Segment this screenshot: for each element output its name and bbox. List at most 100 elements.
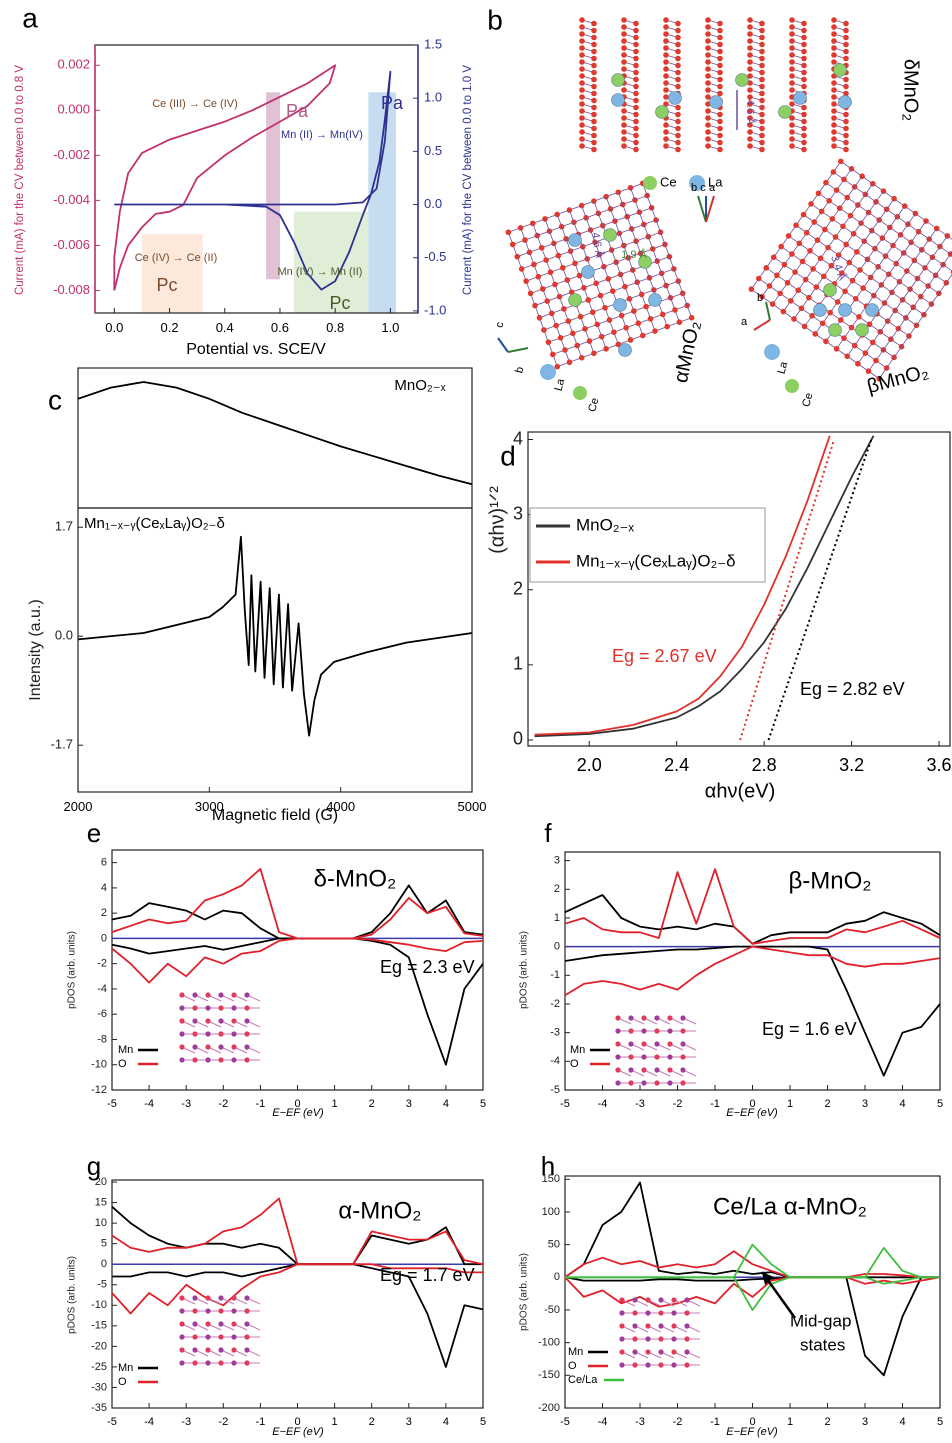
annotation: Mn (II) → Mn(IV) [281,129,363,141]
struct-atom [801,132,807,139]
y-tick-label: -150 [538,1369,560,1381]
struct-atom [851,342,858,349]
struct-atom [717,90,723,97]
y-tick-label: 0 [101,932,107,944]
legend-label: Ce [586,397,601,414]
struct-atom [780,308,787,315]
inset-atom [619,1362,625,1368]
y-tick-label: -100 [538,1337,560,1349]
struct-atom [627,337,634,343]
struct-atom [843,118,849,125]
struct-atom [747,94,753,100]
struct-atom [543,257,549,263]
x-tick-label: 0.0 [105,320,123,335]
struct-atom [823,179,829,186]
x-tick-label: 1 [787,1416,793,1428]
struct-atom [747,31,753,37]
struct-atom [784,279,791,286]
struct-ion [611,73,625,87]
x-tick-label: -4 [144,1098,154,1110]
struct-atom [633,139,639,146]
struct-atom [840,223,846,230]
struct-atom [591,90,597,97]
struct-atom [633,125,639,132]
struct-atom [831,87,837,93]
inset-atom [192,1360,198,1366]
inset-atom [231,1031,237,1037]
struct-atom [866,321,873,328]
x-tick-label: 5 [937,1098,943,1110]
struct-atom [555,252,562,259]
struct-atom [933,225,940,232]
data-line [111,868,484,940]
inset-atom [205,1334,211,1340]
struct-atom [579,66,585,72]
struct-atom [800,211,807,218]
legend-label: Ce/La [568,1374,598,1386]
struct-atom [514,253,521,260]
inset-atom [218,1044,224,1050]
struct-atom [672,307,678,313]
struct-atom [843,76,849,83]
x-tick-label: 0.2 [160,320,178,335]
struct-atom [591,132,597,139]
struct-atom [663,24,669,30]
struct-atom [831,94,837,100]
struct-bond [521,219,657,270]
y-tick-label: -5 [550,1084,560,1096]
panel-label: d [500,440,516,471]
axis-arrow [765,301,771,321]
struct-ion [865,303,879,317]
struct-atom [747,101,753,107]
axis-arrow [697,195,707,223]
struct-atom [577,313,584,320]
inset-atom [179,1321,185,1327]
axis-letter: c [700,182,706,194]
y2-axis-label: Current (mA) for the CV between 0.0 to 1… [462,65,474,295]
inset-atom [667,1054,673,1060]
inset-atom [179,1360,185,1366]
annotation: Ce (IV) → Ce (II) [135,252,218,264]
data-line [111,1197,484,1266]
inset-atom [684,1349,690,1355]
x-tick-label: -5 [107,1416,117,1428]
struct-atom [747,17,753,23]
inset-atom [619,1323,625,1329]
panel-title: Ce/La α-MnO₂ [713,1193,867,1220]
struct-atom [789,24,795,30]
y-tick-label: 1 [554,912,560,924]
beta-structure [748,158,952,382]
inset-atom [244,1031,250,1037]
data-line [113,64,337,291]
struct-atom [843,90,849,97]
x-axis-label: Magnetic field (G) [212,807,338,824]
struct-atom [865,368,872,374]
struct-ion [618,343,632,357]
inset-atom [192,1334,198,1340]
struct-atom [747,136,753,142]
inset-atom [667,1015,673,1021]
struct-atom [789,101,795,107]
struct-atom [603,346,609,352]
inset-atom [641,1041,647,1047]
struct-atom [647,316,654,322]
struct-atom [633,69,639,76]
struct-atom [843,132,849,139]
struct-atom [618,312,625,319]
y-tick-label: -4 [550,1055,560,1067]
struct-atom [559,264,566,271]
y-tick-label: -1 [550,969,560,981]
struct-atom [579,108,585,114]
struct-atom [785,233,792,239]
struct-atom [947,251,952,257]
inset-atom [645,1349,651,1355]
struct-atom [759,20,765,27]
y-tick-label: 0.0 [55,628,73,643]
struct-atom [548,310,555,317]
struct-atom [832,234,839,240]
inset-atom [615,1028,621,1034]
struct-atom [566,207,573,213]
struct-atom [663,122,669,128]
struct-atom [843,111,849,118]
x-tick-label: 2 [369,1098,375,1110]
